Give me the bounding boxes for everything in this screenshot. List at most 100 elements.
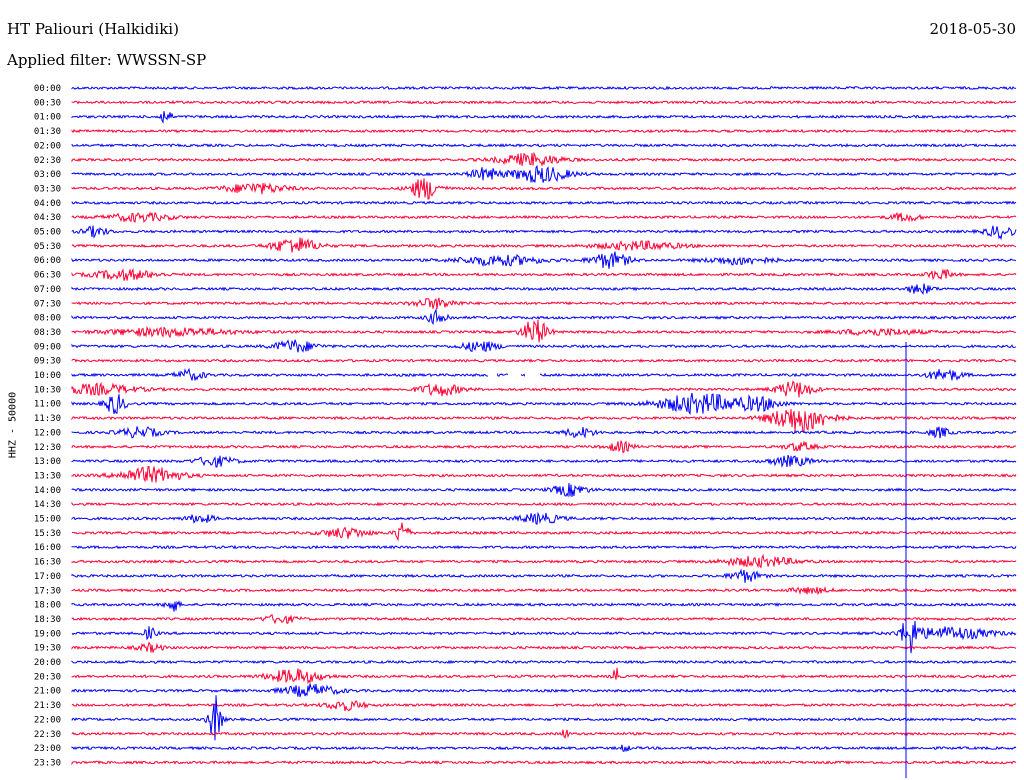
time-label: 00:30 — [34, 98, 61, 108]
time-label: 02:30 — [34, 156, 61, 166]
time-label: 06:30 — [34, 271, 61, 281]
seismic-trace-row — [71, 440, 1017, 454]
seismic-trace-row — [71, 128, 1017, 134]
time-label: 23:30 — [34, 758, 61, 768]
seismic-trace-row — [71, 237, 1017, 253]
time-label: 06:00 — [34, 256, 61, 266]
time-label: 19:30 — [34, 644, 61, 654]
time-label: 07:00 — [34, 285, 61, 295]
time-label: 03:30 — [34, 184, 61, 194]
seismic-traces — [71, 85, 1017, 766]
seismic-trace-row — [71, 408, 1017, 433]
seismic-trace-row — [71, 760, 1017, 766]
time-label: 17:00 — [34, 572, 61, 582]
seismic-trace-row — [71, 695, 1017, 741]
seismic-trace-row — [71, 454, 1017, 468]
time-label: 14:00 — [34, 486, 61, 496]
time-label: 08:30 — [34, 328, 61, 338]
seismic-trace-row — [71, 667, 1017, 685]
seismic-trace-row — [71, 111, 1017, 124]
time-label: 10:00 — [34, 371, 61, 381]
time-label: 05:00 — [34, 228, 61, 238]
time-label: 00:00 — [34, 84, 61, 94]
time-label: 09:30 — [34, 357, 61, 367]
time-label: 20:30 — [34, 672, 61, 682]
seismic-trace-row — [71, 307, 1017, 326]
seismic-trace-row — [71, 465, 1017, 483]
seismic-trace-row — [71, 367, 1017, 381]
time-label: 11:00 — [34, 400, 61, 410]
time-label: 13:00 — [34, 457, 61, 467]
time-label: 01:30 — [34, 127, 61, 137]
record-date: 2018-05-30 — [929, 20, 1016, 38]
seismic-trace-row — [71, 267, 1017, 281]
seismic-trace-row — [71, 683, 1017, 698]
time-label: 16:00 — [34, 543, 61, 553]
time-label: 15:30 — [34, 529, 61, 539]
time-label: 11:30 — [34, 414, 61, 424]
data-gap — [508, 371, 521, 379]
seismic-trace-row — [71, 522, 1017, 542]
time-label: 13:30 — [34, 471, 61, 481]
seismic-trace-row — [71, 568, 1017, 583]
time-label: 04:00 — [34, 199, 61, 209]
data-gap — [525, 371, 540, 379]
time-label: 18:30 — [34, 615, 61, 625]
filter-label: Applied filter: WWSSN-SP — [7, 51, 207, 69]
time-label: 22:30 — [34, 730, 61, 740]
seismic-trace-row — [71, 744, 1017, 752]
seismic-trace-row — [71, 501, 1017, 507]
seismic-trace-row — [71, 511, 1017, 526]
time-label: 10:30 — [34, 385, 61, 395]
seismic-trace-row — [71, 164, 1017, 183]
seismic-trace-row — [71, 225, 1017, 241]
time-label: 09:00 — [34, 342, 61, 352]
seismic-trace-row — [71, 200, 1017, 206]
seismic-trace-row — [71, 251, 1017, 269]
data-gap — [488, 371, 497, 379]
time-label: 14:30 — [34, 500, 61, 510]
seismic-trace-row — [71, 358, 1017, 363]
seismic-trace-row — [71, 319, 1017, 343]
seismic-trace-row — [71, 600, 1017, 612]
seismic-trace-row — [71, 553, 1017, 569]
time-label: 01:00 — [34, 113, 61, 123]
time-label: 17:30 — [34, 586, 61, 596]
seismic-trace-row — [71, 339, 1017, 353]
event-overlays — [488, 342, 907, 778]
station-title: HT Paliouri (Halkidiki) — [7, 20, 179, 38]
time-label: 23:00 — [34, 744, 61, 754]
seismic-trace-row — [71, 729, 1017, 739]
seismic-trace-row — [71, 426, 1017, 439]
time-label: 12:00 — [34, 428, 61, 438]
time-label: 04:30 — [34, 213, 61, 223]
time-label: 22:00 — [34, 715, 61, 725]
seismic-trace-row — [71, 544, 1017, 550]
seismic-trace-row — [71, 178, 1017, 200]
seismic-trace-row — [71, 283, 1017, 295]
time-label: 19:00 — [34, 629, 61, 639]
time-label: 03:00 — [34, 170, 61, 180]
time-label: 20:00 — [34, 658, 61, 668]
time-label: 21:30 — [34, 701, 61, 711]
seismic-trace-row — [71, 641, 1017, 653]
time-label: 02:00 — [34, 141, 61, 151]
time-label: 05:30 — [34, 242, 61, 252]
time-label: 21:00 — [34, 687, 61, 697]
seismic-trace-row — [71, 699, 1016, 712]
seismic-trace-row — [71, 151, 1017, 167]
time-label: 07:30 — [34, 299, 61, 309]
time-labels: 00:00 00:30 01:00 01:30 02:00 02:30 03:00 03:30… — [34, 84, 61, 768]
time-label: 15:00 — [34, 515, 61, 525]
seismic-trace-row — [71, 614, 1017, 625]
seismic-trace-row — [71, 297, 1017, 309]
seismic-trace-row — [71, 659, 1017, 665]
time-label: 12:30 — [34, 443, 61, 453]
time-label: 16:30 — [34, 558, 61, 568]
seismic-trace-row — [71, 483, 1017, 498]
seismic-trace-row — [71, 143, 1017, 148]
time-label: 18:00 — [34, 601, 61, 611]
seismic-trace-row — [71, 380, 1017, 398]
seismic-trace-row — [71, 85, 1017, 91]
seismic-trace-row — [71, 585, 1017, 596]
